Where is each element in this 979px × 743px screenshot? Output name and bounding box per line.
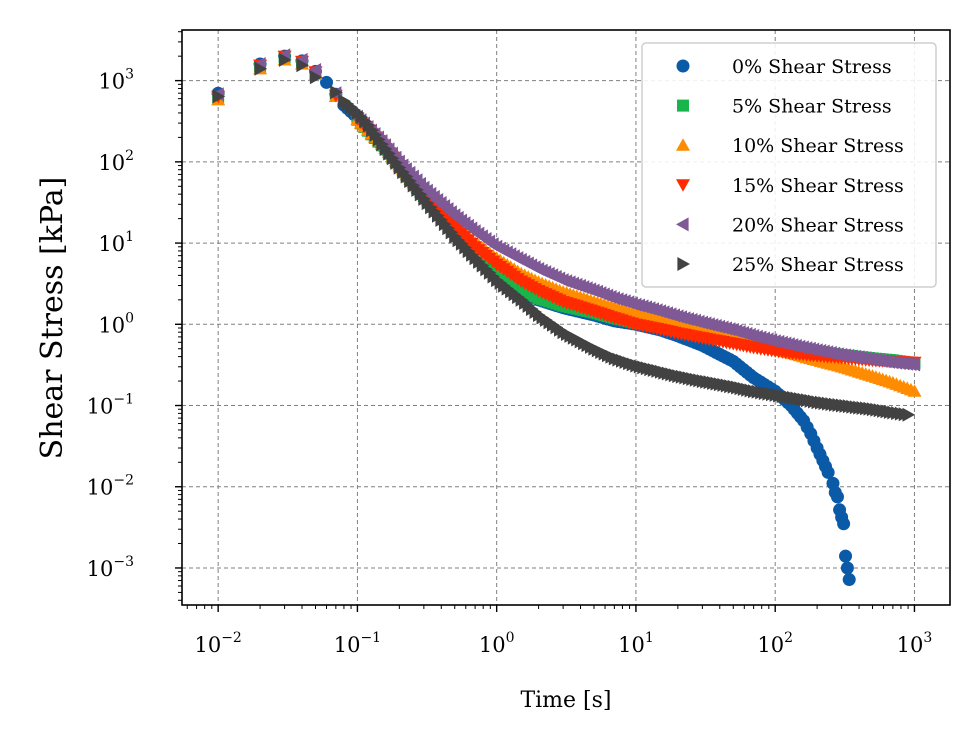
x-tick-label: 103	[897, 630, 933, 657]
x-tick-exp: 2	[784, 630, 793, 646]
data-point	[830, 490, 844, 504]
y-tick-base: 10	[87, 476, 114, 500]
data-point	[902, 407, 916, 422]
legend-marker	[677, 99, 689, 112]
legend-label: 25% Shear Stress	[732, 254, 904, 276]
y-tick-exp: 0	[125, 310, 134, 326]
legend-label: 0% Shear Stress	[732, 56, 892, 78]
x-tick-label: 10−1	[334, 630, 381, 657]
y-tick-base: 10	[98, 151, 125, 175]
y-tick-base: 10	[98, 70, 125, 94]
x-tick-exp: 3	[923, 630, 932, 646]
data-point	[821, 465, 835, 479]
y-tick-exp: 2	[125, 148, 134, 164]
data-point	[840, 561, 854, 575]
y-tick-label: 103	[98, 67, 134, 94]
y-tick-exp: 3	[125, 67, 134, 83]
y-tick-label: 101	[98, 229, 134, 256]
data-point	[907, 384, 922, 397]
y-tick-label: 10−3	[87, 554, 134, 581]
data-point	[254, 61, 268, 76]
x-tick-base: 10	[757, 633, 784, 657]
x-tick-exp: −1	[360, 630, 381, 646]
x-tick-base: 10	[618, 633, 645, 657]
legend-marker	[676, 59, 690, 73]
data-point	[279, 52, 292, 67]
x-tick-base: 10	[194, 633, 221, 657]
legend: 0% Shear Stress 5% Shear Stress 10% Shear …	[641, 42, 937, 288]
legend-marker	[676, 179, 690, 192]
data-markers	[211, 48, 922, 587]
y-tick-base: 10	[87, 557, 114, 581]
axis-ticks	[175, 31, 916, 612]
y-tick-label: 100	[98, 310, 134, 337]
y-tick-exp: −3	[113, 554, 134, 570]
x-tick-exp: −2	[221, 630, 242, 646]
y-tick-base: 10	[98, 232, 125, 256]
data-point	[309, 70, 323, 85]
data-point	[296, 58, 309, 73]
x-tick-base: 10	[897, 633, 924, 657]
y-tick-exp: −2	[113, 473, 134, 489]
legend-marker	[677, 257, 690, 271]
legend-label: 10% Shear Stress	[732, 135, 904, 157]
y-tick-base: 10	[87, 395, 114, 419]
x-tick-label: 101	[618, 630, 654, 657]
x-tick-base: 10	[334, 633, 361, 657]
x-tick-exp: 0	[506, 630, 515, 646]
data-point	[308, 63, 322, 77]
legend-label: 20% Shear Stress	[732, 214, 904, 236]
y-axis-label: Shear Stress [kPa]	[35, 177, 70, 460]
data-point	[837, 517, 851, 531]
legend-marker	[676, 217, 689, 232]
legend-label: 5% Shear Stress	[732, 96, 892, 118]
data-point	[320, 75, 334, 89]
data-point	[839, 549, 853, 563]
x-tick-exp: 1	[645, 630, 654, 646]
x-tick-base: 10	[479, 633, 506, 657]
x-tick-label: 102	[757, 630, 793, 657]
data-point	[842, 573, 856, 587]
legend-box	[641, 42, 937, 288]
data-point	[907, 357, 921, 372]
y-tick-exp: −1	[113, 392, 134, 408]
series-5	[212, 52, 916, 422]
series-4	[211, 48, 921, 372]
y-tick-exp: 1	[125, 229, 134, 245]
x-axis-label: Time [s]	[520, 688, 611, 713]
plot-frame	[181, 29, 951, 606]
data-point	[212, 89, 226, 104]
x-tick-label: 100	[479, 630, 515, 657]
x-tick-label: 10−2	[194, 630, 241, 657]
legend-label: 15% Shear Stress	[732, 175, 904, 197]
tick-labels: 10−2 10−1 100 101 102 10310−310−210−110010110…	[87, 67, 933, 657]
y-tick-label: 10−1	[87, 392, 134, 419]
y-tick-label: 102	[98, 148, 134, 175]
y-tick-label: 10−2	[87, 473, 134, 500]
y-tick-base: 10	[98, 313, 125, 337]
legend-marker	[676, 138, 690, 151]
data-point	[330, 85, 343, 100]
